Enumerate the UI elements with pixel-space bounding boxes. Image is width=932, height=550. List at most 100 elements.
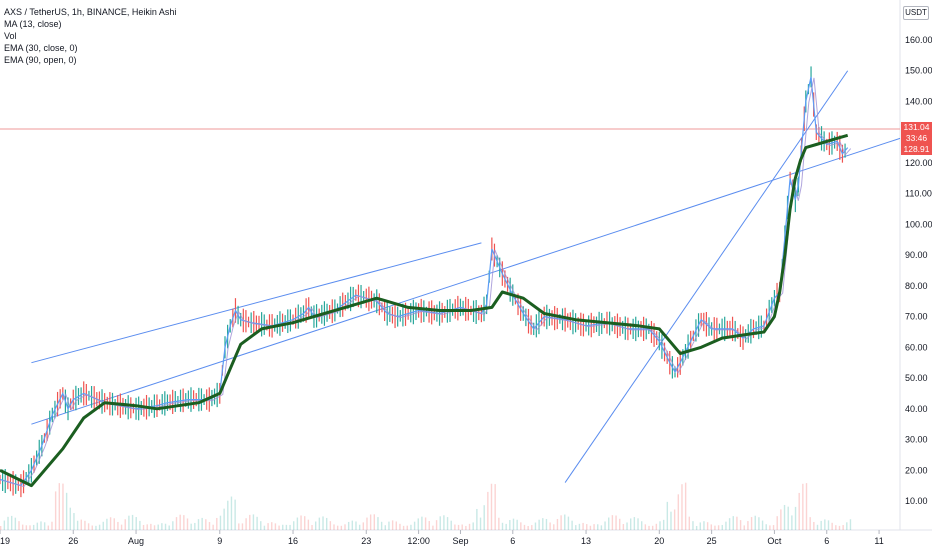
volume-bar bbox=[721, 524, 723, 530]
volume-bar bbox=[179, 514, 181, 530]
volume-bar bbox=[208, 522, 211, 530]
volume-bar bbox=[553, 524, 555, 530]
volume-bar bbox=[802, 483, 804, 530]
volume-bar bbox=[223, 508, 225, 530]
volume-bar bbox=[835, 525, 837, 530]
volume-bar bbox=[571, 520, 573, 530]
volume-bar bbox=[787, 506, 789, 530]
x-axis: 19 26 Aug 9 16 23 12:00 Sep 6 13 20 25 Oct 6 11 bbox=[0, 530, 884, 546]
legend-ema90[interactable]: EMA (90, open, 0) bbox=[4, 55, 77, 65]
volume-bar bbox=[662, 519, 665, 530]
volume-bar bbox=[366, 517, 368, 530]
volume-bar bbox=[512, 518, 515, 530]
legend-ema30[interactable]: EMA (30, close, 0) bbox=[4, 43, 78, 53]
volume-bar bbox=[351, 520, 354, 530]
x-tick-label: 23 bbox=[361, 536, 371, 546]
volume-bar bbox=[677, 494, 680, 530]
volume-bar bbox=[87, 523, 90, 530]
volume-bar bbox=[153, 525, 156, 530]
volume-bar bbox=[285, 524, 288, 530]
y-tick-label: 100.00 bbox=[905, 219, 932, 229]
volume-bar bbox=[567, 516, 570, 530]
volume-bar bbox=[234, 499, 236, 530]
volume-bar bbox=[575, 525, 577, 530]
volume-bar bbox=[172, 521, 174, 530]
volume-bar bbox=[501, 522, 504, 530]
volume-bar bbox=[600, 525, 603, 530]
series-lines bbox=[0, 66, 852, 498]
volume-bar bbox=[304, 516, 306, 530]
volume-bar bbox=[743, 525, 745, 530]
volume-bar bbox=[29, 525, 31, 530]
volume-bar bbox=[509, 520, 511, 530]
volume-bar bbox=[728, 518, 731, 530]
volume-bar bbox=[655, 523, 658, 530]
volume-bar bbox=[36, 522, 39, 530]
volume-bar bbox=[487, 491, 489, 530]
volume-bar bbox=[318, 517, 321, 530]
volume-bar bbox=[413, 521, 416, 530]
volume-bar bbox=[630, 518, 632, 530]
volume-bar bbox=[311, 525, 313, 530]
volume-bar bbox=[531, 525, 533, 530]
volume-bar bbox=[73, 513, 75, 530]
volume-bar bbox=[315, 521, 317, 530]
y-tick-label: 160.00 bbox=[905, 35, 932, 45]
bar-countdown: 33:46 bbox=[905, 133, 928, 143]
volume-bar bbox=[197, 519, 200, 530]
volume-bar bbox=[688, 516, 691, 530]
volume-bar bbox=[534, 522, 537, 530]
legend-title[interactable]: AXS / TetherUS, 1h, BINANCE, Heikin Ashi bbox=[4, 7, 177, 17]
volume-bar bbox=[824, 519, 826, 530]
volume-bar bbox=[684, 482, 687, 530]
volume-bar bbox=[325, 517, 328, 530]
volume-bar bbox=[84, 520, 86, 530]
volume-bar bbox=[611, 515, 614, 530]
volume-bar bbox=[472, 522, 474, 530]
volume-bar bbox=[406, 525, 408, 530]
ema-price: 128.91 bbox=[903, 144, 930, 154]
volume-bar bbox=[3, 520, 6, 530]
volume-bar bbox=[347, 521, 350, 530]
trendline bbox=[564, 70, 849, 483]
volume-bar bbox=[681, 484, 683, 530]
volume-bar bbox=[776, 516, 778, 530]
volume-bar bbox=[336, 525, 339, 530]
legend-vol[interactable]: Vol bbox=[4, 31, 17, 41]
volume-bar bbox=[758, 517, 760, 530]
volume-bar bbox=[446, 517, 449, 530]
x-tick-label: Aug bbox=[128, 536, 144, 546]
currency-selector[interactable]: USDT bbox=[903, 6, 929, 20]
volume-bar bbox=[241, 523, 244, 530]
volume-bar bbox=[545, 518, 548, 530]
volume-bar bbox=[355, 521, 357, 530]
volume-bar bbox=[809, 517, 811, 530]
volume-bar bbox=[373, 514, 376, 530]
volume-bar bbox=[267, 523, 269, 530]
volume-bar bbox=[648, 525, 650, 530]
volume-bar bbox=[21, 524, 24, 530]
volume-bar bbox=[725, 521, 727, 530]
volume-bar bbox=[150, 523, 152, 530]
volume-bar bbox=[714, 525, 716, 530]
volume-bar bbox=[435, 520, 438, 530]
volume-bar bbox=[692, 521, 694, 530]
volume-bar bbox=[849, 519, 852, 530]
volume-bar bbox=[780, 509, 782, 530]
volume-bar bbox=[25, 525, 28, 530]
legend-ma[interactable]: MA (13, close) bbox=[4, 19, 62, 29]
volume-bar bbox=[47, 525, 50, 530]
volume-bar bbox=[117, 521, 119, 530]
volume-bar bbox=[468, 523, 471, 530]
volume-bar bbox=[131, 514, 134, 530]
volume-bar bbox=[589, 525, 592, 530]
volume-bar bbox=[186, 518, 189, 530]
x-tick-label: 12:00 bbox=[407, 536, 430, 546]
volume-bar bbox=[157, 524, 159, 530]
volume-bar bbox=[256, 516, 258, 530]
x-tick-label: Sep bbox=[452, 536, 468, 546]
volume-bar bbox=[391, 520, 394, 530]
volume-bar bbox=[135, 517, 137, 530]
y-tick-label: 10.00 bbox=[905, 496, 928, 506]
